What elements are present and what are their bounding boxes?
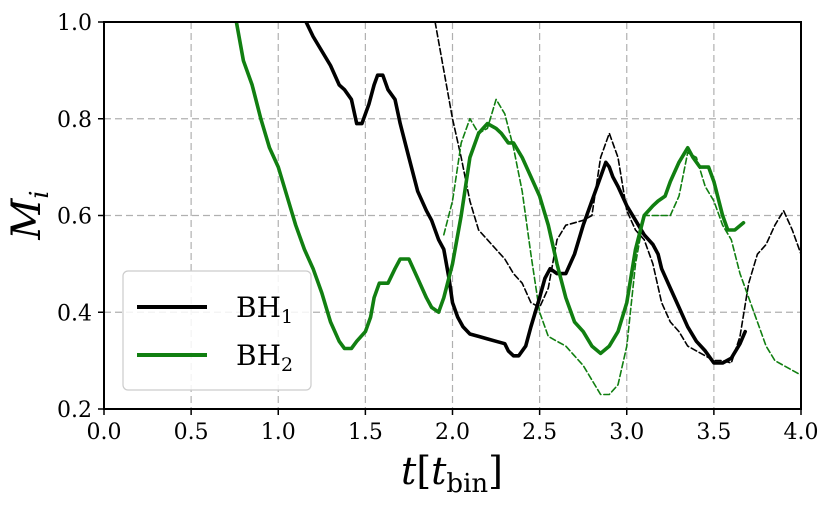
x-tick-label-3: 1.5: [348, 420, 383, 445]
x-axis-label-sub: bin: [446, 469, 488, 499]
y-tick-label-3: 0.8: [57, 108, 92, 133]
series-line-3: [443, 98, 801, 396]
series-line-1: [234, 22, 746, 356]
x-tick-label-2: 1.0: [261, 420, 296, 445]
y-axis-label: Mi: [4, 190, 55, 240]
ticks: 0.0 0.5 1.0 1.5 2.0 2.5 3.0 3.5 4.0 0.2 0.4 0.6 0.8 1…: [57, 11, 819, 445]
x-axis-label-bracket-close: ]: [488, 449, 503, 493]
y-tick-label-0: 0.2: [57, 398, 92, 423]
x-axis-label-bracket-open: [: [416, 449, 431, 493]
legend-label-bh2: BH2: [236, 339, 293, 376]
x-axis-label: t[tbin]: [401, 449, 503, 499]
legend-label-bh2-name: BH: [236, 339, 281, 372]
series-layer: [234, 22, 801, 396]
legend-box: [122, 270, 312, 391]
y-axis-label-sub: i: [25, 190, 55, 198]
x-axis-label-main: t: [401, 449, 417, 493]
legend-label-bh1-sub: 1: [281, 306, 293, 328]
x-tick-label-6: 3.0: [609, 420, 644, 445]
x-tick-label-0: 0.0: [87, 420, 122, 445]
x-tick-label-8: 4.0: [784, 420, 819, 445]
y-tick-label-1: 0.4: [57, 301, 92, 326]
x-axis-label-sym: t: [431, 449, 447, 493]
y-tick-label-2: 0.6: [57, 205, 92, 230]
x-tick-label-4: 2.0: [435, 420, 470, 445]
x-tick-label-1: 0.5: [174, 420, 209, 445]
legend-label-bh1: BH1: [236, 291, 293, 328]
legend-label-bh1-name: BH: [236, 291, 281, 324]
legend-label-bh2-sub: 2: [281, 354, 293, 376]
series-line-0: [304, 22, 747, 365]
series-line-2: [434, 22, 801, 364]
y-tick-label-4: 1.0: [57, 11, 92, 36]
x-tick-label-7: 3.5: [696, 420, 731, 445]
legend: BH1 BH2: [122, 270, 312, 391]
y-axis-label-main: M: [4, 198, 50, 241]
x-tick-label-5: 2.5: [522, 420, 557, 445]
